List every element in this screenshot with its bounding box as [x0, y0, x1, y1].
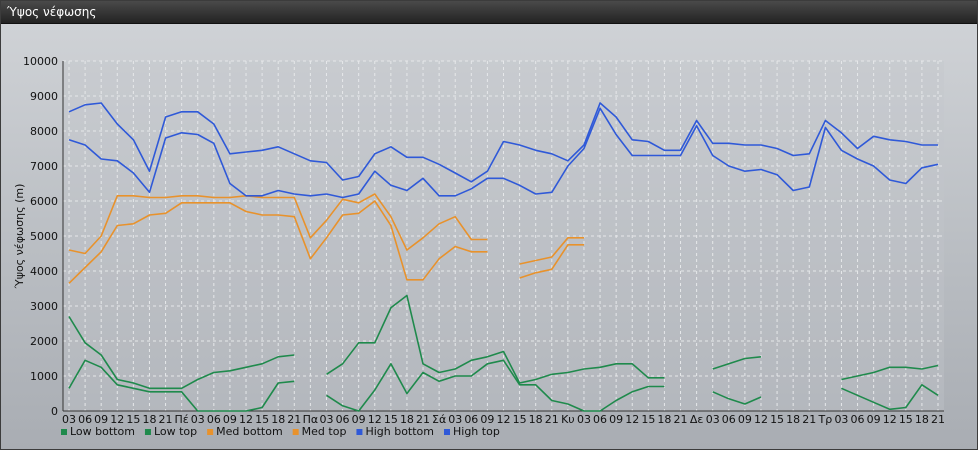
x-tick-label: 12 [625, 413, 639, 426]
series-line-low-top [68, 316, 295, 390]
x-tick-label: 09 [94, 413, 108, 426]
x-tick-label: 15 [255, 413, 269, 426]
plot-area: 0 1000 2000 3000 4000 5000 6000 7000 8000 9000 100… [1, 24, 977, 449]
x-tick-label: 03 [62, 413, 76, 426]
x-tick-label: 15 [513, 413, 527, 426]
series-line-high-bottom [68, 107, 939, 199]
x-tick-label: 21 [287, 413, 301, 426]
legend-label: Med bottom [216, 425, 283, 438]
title-bar: Ύψος νέφωσης [1, 1, 977, 24]
series-line-high-top [68, 102, 938, 183]
x-tick-label: 18 [786, 413, 800, 426]
x-tick-label: 06 [207, 413, 221, 426]
y-tick-label: 9000 [30, 90, 58, 103]
y-tick-label: 4000 [30, 265, 58, 278]
x-tick-label: 06 [464, 413, 478, 426]
series-line-low-bottom [841, 383, 939, 411]
x-tick-label: 21 [931, 413, 945, 426]
legend-swatch [444, 429, 450, 435]
x-tick-label: Τρ [818, 413, 833, 426]
x-tick-label: Πα [303, 413, 319, 426]
x-tick-label: 06 [78, 413, 92, 426]
y-tick-label: 0 [51, 405, 58, 418]
y-tick-label: 6000 [30, 195, 58, 208]
x-tick-label: 09 [867, 413, 881, 426]
x-tick-label: 03 [577, 413, 591, 426]
y-tick-label: 5000 [30, 230, 58, 243]
x-tick-label: 09 [480, 413, 494, 426]
series-line-low-bottom [326, 359, 665, 412]
x-tick-label: 03 [706, 413, 720, 426]
x-tick-label: Σά [432, 413, 446, 426]
series-line-low-bottom [712, 391, 762, 405]
x-tick-label: 03 [191, 413, 205, 426]
y-axis-label: Ύψος νέφωσης (m) [13, 184, 26, 290]
legend-swatch [356, 429, 363, 435]
x-tick-label: 09 [352, 413, 366, 426]
x-tick-label: 12 [497, 413, 511, 426]
legend-label: High bottom [365, 425, 434, 438]
x-tick-label: 12 [110, 413, 124, 426]
y-tick-label: 8000 [30, 125, 58, 138]
series-line-med-top [68, 193, 488, 255]
x-tick-label: 18 [657, 413, 671, 426]
x-tick-label: 18 [915, 413, 929, 426]
x-tick-label: 12 [754, 413, 768, 426]
legend-swatch [144, 429, 151, 435]
x-tick-label: 09 [609, 413, 623, 426]
y-tick-label: 2000 [30, 335, 58, 348]
x-tick-label: 18 [271, 413, 285, 426]
x-tick-label: 21 [674, 413, 688, 426]
x-tick-label: 09 [738, 413, 752, 426]
x-tick-label: 09 [223, 413, 237, 426]
legend-swatch [207, 429, 214, 435]
window-title: Ύψος νέφωσης [7, 5, 97, 19]
x-tick-label: 15 [126, 413, 140, 426]
y-tick-label: 7000 [30, 160, 58, 173]
x-tick-label: 15 [641, 413, 655, 426]
y-tick-label: 1000 [30, 370, 58, 383]
x-tick-label: 21 [545, 413, 559, 426]
x-tick-label: 12 [239, 413, 253, 426]
x-tick-label: 15 [770, 413, 784, 426]
x-tick-label: 06 [851, 413, 865, 426]
x-tick-label: 03 [448, 413, 462, 426]
x-tick-label: 15 [899, 413, 913, 426]
x-tick-label: 15 [384, 413, 398, 426]
y-tick-label: 10000 [23, 55, 58, 68]
series-line-low-top [841, 364, 939, 381]
x-tick-label: 12 [883, 413, 897, 426]
y-tick-label: 3000 [30, 300, 58, 313]
x-tick-label: Πέ [175, 413, 189, 426]
legend-label: High top [453, 425, 500, 438]
x-tick-label: 06 [593, 413, 607, 426]
legend-label: Med top [302, 425, 347, 438]
series-line-med-top [519, 237, 584, 265]
x-tick-label: 21 [802, 413, 816, 426]
x-tick-label: 06 [336, 413, 350, 426]
x-tick-label: 18 [142, 413, 156, 426]
legend-label: Low bottom [70, 425, 135, 438]
series-line-med-bottom [519, 244, 584, 279]
x-tick-label: 12 [368, 413, 382, 426]
x-tick-label: 06 [722, 413, 736, 426]
x-tick-label: 18 [529, 413, 543, 426]
x-tick-label: Δε [690, 413, 704, 426]
series-line-low-top [712, 356, 762, 370]
x-tick-label: 18 [400, 413, 414, 426]
series-line-med-bottom [68, 200, 488, 284]
x-tick-label: 03 [834, 413, 848, 426]
legend-swatch [61, 429, 67, 435]
series-line-low-bottom [68, 359, 295, 412]
x-tick-label: Κυ [561, 413, 575, 426]
series-line-low-top [326, 294, 665, 384]
x-tick-label: 21 [416, 413, 430, 426]
cloud-height-chart: 0 1000 2000 3000 4000 5000 6000 7000 8000 9000 100… [13, 55, 945, 438]
x-tick-label: 21 [159, 413, 173, 426]
legend-swatch [292, 429, 299, 435]
x-tick-label: 03 [319, 413, 333, 426]
legend-label: Low top [154, 425, 197, 438]
